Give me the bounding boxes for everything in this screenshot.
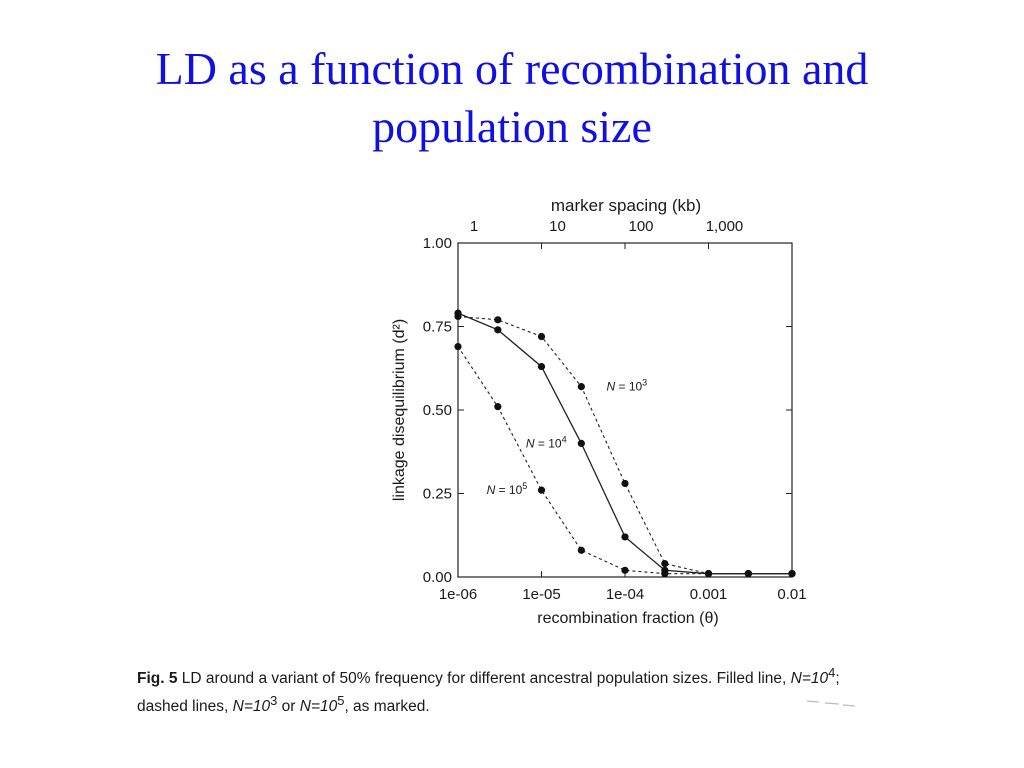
series-1-point-0 — [454, 309, 462, 317]
top-tick-label-2: 100 — [628, 218, 653, 235]
scan-smudge — [806, 700, 856, 707]
y-axis-title: linkage disequilibrium (d²) — [391, 319, 408, 501]
series-2-point-8 — [788, 570, 796, 578]
x-tick-label-0: 1e-06 — [439, 586, 477, 603]
caption-fig-label: Fig. 5 — [137, 670, 178, 688]
series-2-point-3 — [577, 546, 585, 554]
top-axis-title: marker spacing (kb) — [551, 196, 701, 215]
x-tick-label-2: 1e-04 — [606, 586, 644, 603]
caption-text-3: or — [277, 698, 300, 716]
series-0-point-1 — [494, 316, 502, 324]
slide-title-line-2: population size — [372, 101, 652, 152]
caption-n1-exp: 4 — [828, 665, 836, 680]
series-2-point-2 — [537, 486, 546, 494]
series-1-point-1 — [494, 326, 502, 334]
series-1-point-2 — [537, 362, 546, 371]
y-tick-label-2: 0.50 — [423, 402, 452, 419]
series-layer: N = 103 N = 104 N = 105 — [454, 309, 796, 578]
series-2-point-1 — [494, 403, 502, 411]
caption-n3-exp: 5 — [337, 693, 345, 709]
caption-text-2: ; dashed lines, — [137, 670, 840, 716]
series-2-point-0 — [454, 342, 462, 351]
caption-text-1: LD around a variant of 50% frequency for… — [177, 670, 791, 688]
top-tick-label-3: 1,000 — [706, 218, 744, 235]
x-tick-label-3: 0.001 — [690, 586, 728, 603]
series-1-point-3 — [577, 439, 585, 447]
series-0-point-5 — [661, 560, 669, 568]
ld-chart: marker spacing (kb) linkage disequilibri… — [391, 196, 807, 627]
series-0-point-3 — [577, 383, 585, 391]
series-2-point-7 — [744, 570, 752, 578]
x-tick-label-1: 1e-05 — [522, 586, 560, 603]
series-2-point-4 — [621, 566, 629, 574]
series-line-2 — [457, 346, 792, 575]
x-tick-label-4: 0.01 — [777, 586, 806, 603]
series-label-1: N = 104 — [526, 434, 567, 450]
caption-n3: N=10 — [299, 698, 338, 716]
series-label-2: N = 105 — [487, 481, 528, 497]
series-0-point-4 — [621, 479, 629, 488]
ld-figure: marker spacing (kb) linkage disequilibri… — [370, 195, 810, 640]
caption-n2: N=10 — [232, 698, 271, 716]
axes-layer: 1e-06 1e-05 1e-04 0.001 0.01 0.00 0.25 0.50 0.75… — [423, 218, 807, 603]
caption-text-4: , as marked. — [344, 698, 430, 716]
figure-caption: Fig. 5 LD around a variant of 50% freque… — [137, 662, 857, 718]
y-tick-label-3: 0.75 — [423, 319, 452, 336]
caption-n1: N=10 — [790, 670, 829, 688]
top-tick-label-1: 10 — [549, 218, 566, 235]
plot-frame — [457, 242, 793, 578]
series-label-0: N = 103 — [606, 378, 647, 394]
top-tick-label-0: 1 — [470, 218, 478, 235]
series-2-point-6 — [704, 570, 713, 578]
series-line-0 — [457, 315, 792, 575]
y-tick-label-1: 0.25 — [423, 486, 452, 503]
series-1-point-4 — [621, 533, 629, 541]
caption-n2-exp: 3 — [270, 693, 278, 709]
series-2-point-5 — [661, 570, 669, 578]
slide-title-line-1: LD as a function of recombination and — [155, 43, 869, 94]
series-0-point-2 — [537, 332, 546, 341]
x-axis-title: recombination fraction (θ) — [537, 610, 718, 627]
y-tick-label-0: 0.00 — [423, 569, 452, 586]
slide-title: LD as a function of recombination and po… — [0, 40, 1024, 156]
y-tick-label-4: 1.00 — [423, 235, 452, 252]
